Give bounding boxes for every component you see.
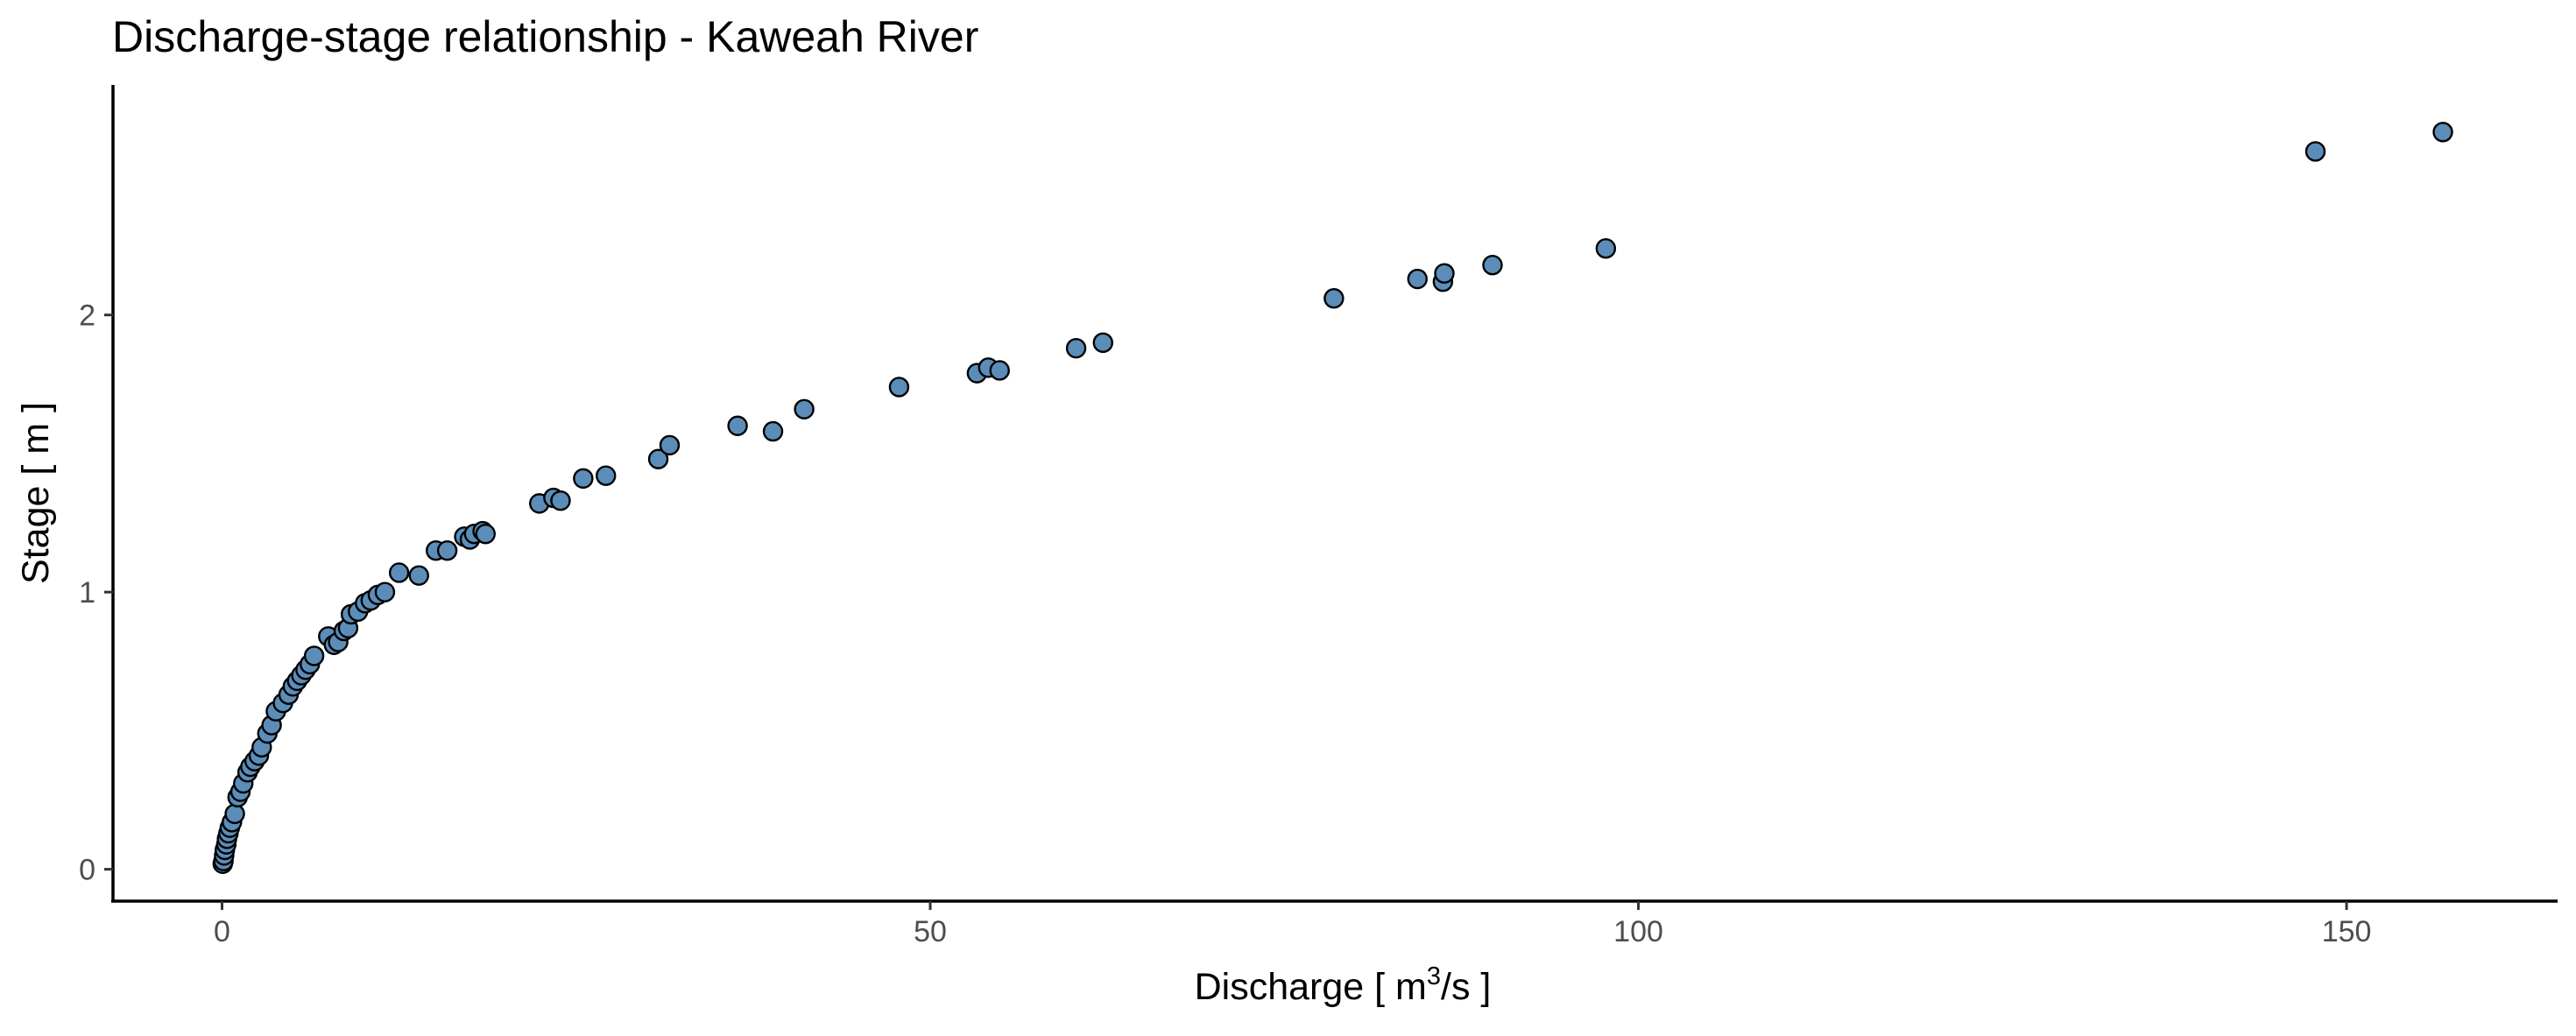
data-point [1323, 287, 1344, 309]
data-point [374, 581, 396, 603]
data-point [2432, 122, 2453, 143]
data-point [388, 562, 410, 583]
data-point [1595, 238, 1617, 259]
x-axis-label-unit: /s ] [1441, 966, 1491, 1008]
x-axis-label-main: Discharge [ m [1195, 966, 1427, 1008]
data-point [596, 465, 617, 486]
x-tick-label: 100 [1613, 915, 1663, 948]
chart-title: Discharge-stage relationship - Kaweah Ri… [112, 12, 978, 61]
x-axis: 0 50 100 150 [111, 899, 2558, 948]
x-axis-label-superscript: 3 [1427, 962, 1441, 990]
data-point [224, 803, 245, 825]
data-point [794, 398, 815, 419]
data-point [1482, 255, 1503, 276]
y-tick-label: 0 [79, 854, 95, 887]
data-point [408, 565, 429, 586]
data-point [1407, 268, 1428, 290]
data-point [762, 420, 784, 442]
data-points [212, 122, 2453, 874]
data-point [647, 448, 669, 469]
data-point [659, 434, 681, 456]
data-point [1065, 337, 1087, 359]
x-tick-label: 50 [914, 915, 947, 948]
data-point [303, 645, 325, 666]
data-point [573, 468, 594, 490]
y-axis-label: Stage [ m ] [15, 402, 57, 584]
y-tick-label: 2 [79, 300, 95, 333]
y-axis: 0 1 2 [79, 85, 115, 902]
data-point [989, 360, 1010, 381]
data-point [1092, 332, 1114, 354]
data-point [888, 377, 910, 398]
y-tick-label: 1 [79, 576, 95, 610]
data-point [475, 523, 496, 545]
x-tick-label: 0 [214, 915, 230, 948]
data-point [2304, 141, 2326, 162]
x-axis-label: Discharge [ m3/s ] [1195, 962, 1492, 1008]
data-point [1434, 263, 1455, 284]
x-tick-label: 150 [2322, 915, 2372, 948]
data-point [727, 415, 748, 436]
data-point [436, 539, 458, 561]
data-point [550, 490, 571, 511]
